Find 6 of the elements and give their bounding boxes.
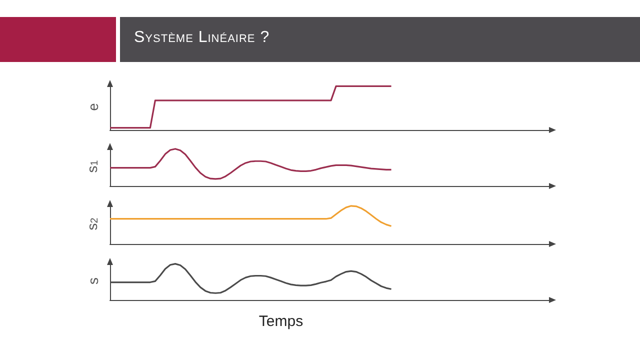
y-axis-title: s1: [84, 160, 100, 173]
x-axis-title: Temps: [258, 313, 304, 330]
y-axis-title: s2: [84, 217, 100, 230]
chart-title: Système Linéaire ?: [134, 29, 270, 47]
y-axis-title: e: [85, 102, 101, 111]
y-axis-title: s: [85, 278, 101, 284]
